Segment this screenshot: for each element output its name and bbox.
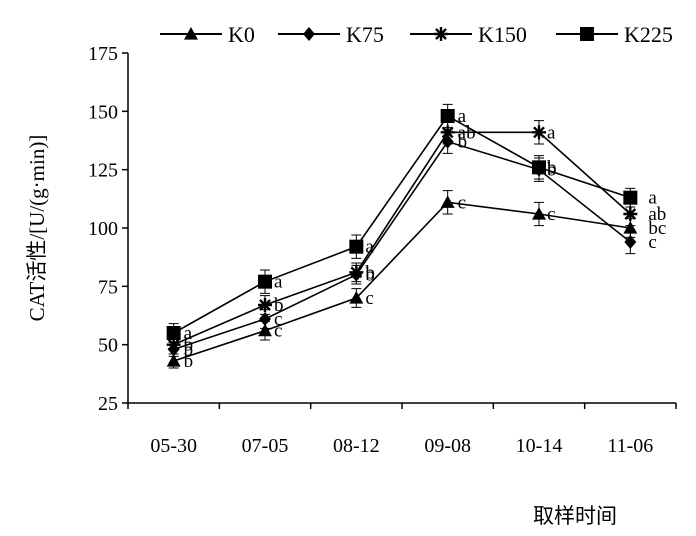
y-tick-label: 125	[88, 160, 118, 182]
significance-label: b	[184, 351, 194, 372]
y-tick-label: 75	[98, 276, 118, 298]
legend-label: K150	[478, 22, 527, 47]
x-tick-label: 05-30	[150, 435, 197, 457]
data-point-k0	[166, 354, 181, 367]
data-point-k150	[166, 337, 181, 352]
y-axis-label: CAT活性/[U/(g·min)]	[25, 135, 49, 322]
y-tick-label: 175	[88, 43, 118, 65]
significance-label: b	[184, 339, 194, 360]
legend-marker	[184, 27, 198, 40]
data-point-k225	[532, 160, 546, 175]
significance-label: c	[547, 204, 555, 225]
significance-label: b	[274, 295, 284, 316]
x-tick-label: 09-08	[424, 435, 471, 457]
significance-label: a	[458, 106, 467, 127]
data-point-k150	[258, 298, 272, 312]
data-point-k150	[349, 265, 364, 280]
significance-label: a	[274, 272, 283, 293]
significance-label: b	[547, 157, 557, 178]
series-line-k225	[173, 114, 631, 334]
series-line-k75	[173, 140, 631, 351]
legend-item-k0: K0	[160, 22, 255, 47]
legend-marker	[434, 27, 448, 41]
y-tick-label: 100	[88, 218, 118, 240]
y-tick-label: 150	[88, 101, 118, 123]
significance-label: bc	[648, 218, 666, 239]
significance-label: b	[184, 335, 194, 356]
legend-item-k225: K225	[556, 22, 673, 47]
x-axis-label: 取样时间	[533, 504, 617, 528]
y-tick-label: 50	[98, 335, 118, 357]
data-point-k225	[440, 109, 455, 123]
data-point-k225	[623, 190, 638, 205]
data-point-k0	[440, 195, 455, 208]
significance-label: b	[365, 265, 375, 286]
significance-label: c	[648, 232, 656, 253]
significance-label: b	[365, 262, 375, 283]
data-point-k150	[532, 125, 546, 140]
significance-label: ab	[648, 204, 666, 225]
data-point-k225	[258, 274, 272, 289]
data-point-k75	[259, 312, 271, 326]
legend-label: K75	[346, 22, 384, 47]
legend: K0 K75 K150 K225	[160, 22, 673, 47]
data-point-k225	[349, 239, 364, 254]
significance-label: a	[184, 323, 193, 344]
significance-label: a	[547, 122, 556, 143]
data-point-k150	[440, 125, 455, 140]
legend-label: K0	[228, 22, 255, 47]
series-line-k0	[173, 201, 631, 362]
significance-label: a	[365, 237, 374, 258]
data-point-k0	[532, 207, 546, 220]
significance-label: ab	[458, 122, 476, 143]
legend-item-k150: K150	[410, 22, 527, 47]
x-tick-label: 11-06	[607, 435, 653, 457]
significance-label: b	[458, 132, 468, 153]
data-point-k75	[624, 235, 637, 249]
significance-label: c	[458, 192, 466, 213]
axes: 25 50 75 100 125 150 175 05-30 07-05 08-12 09-08 10…	[88, 43, 677, 457]
data-point-k0	[349, 291, 364, 304]
significance-label: c	[365, 288, 373, 309]
x-tick-label: 07-05	[242, 435, 289, 457]
significance-label: a	[648, 188, 657, 209]
y-tick-label: 25	[98, 393, 118, 415]
legend-marker	[580, 27, 594, 41]
x-tick-label: 08-12	[333, 435, 380, 457]
legend-label: K225	[624, 22, 673, 47]
significance-label: b	[547, 160, 557, 181]
legend-item-k75: K75	[278, 22, 384, 47]
series-line-k150	[173, 131, 631, 346]
legend-marker	[303, 27, 315, 41]
series-layer	[166, 109, 638, 367]
x-tick-label: 10-14	[516, 435, 563, 457]
data-point-k0	[623, 221, 638, 234]
significance-label: c	[274, 321, 282, 342]
data-point-k225	[166, 326, 181, 340]
data-point-k0	[258, 323, 272, 337]
significance-label: c	[274, 309, 282, 330]
data-point-k150	[623, 207, 638, 221]
